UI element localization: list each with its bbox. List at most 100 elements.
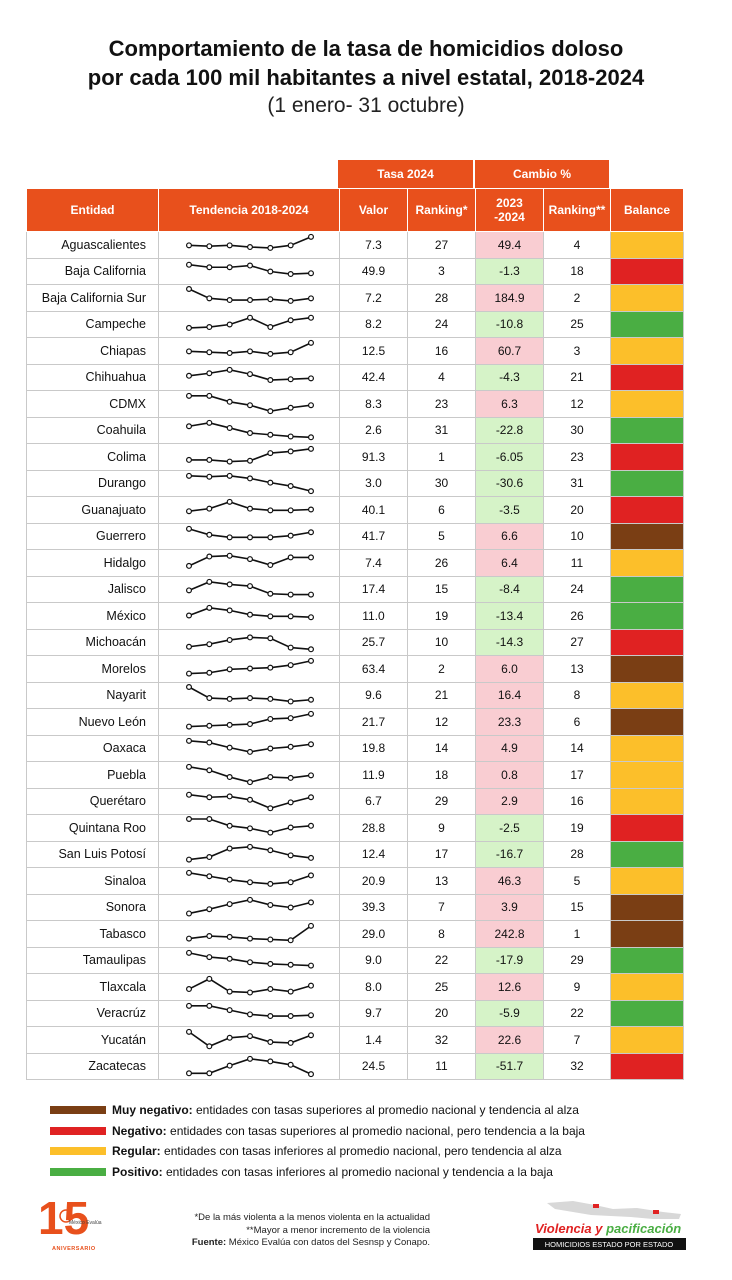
sparkline-point: [206, 393, 213, 400]
logo-title: Violencia y pacificación: [535, 1221, 681, 1236]
cell-balance: [610, 522, 684, 550]
cell-entidad: Aguascalientes: [26, 231, 159, 259]
cell-ranking2: 24: [543, 575, 611, 603]
sparkline-point: [186, 422, 193, 430]
sparkline-point: [287, 961, 294, 968]
sparkline-point: [287, 1040, 294, 1047]
cell-entidad: Morelos: [26, 655, 159, 683]
sparkline-point: [206, 976, 213, 983]
table-row: Puebla 11.9 18 0.8 17: [26, 761, 684, 789]
table-row: CDMX 8.3 23 6.3 12: [26, 390, 684, 418]
title-line-1: Comportamiento de la tasa de homicidios …: [108, 36, 624, 61]
sparkline-point: [226, 793, 233, 800]
sparkline-point: [287, 482, 294, 489]
sparkline: [186, 791, 315, 812]
sparkline-point: [206, 723, 213, 730]
cell-balance: [610, 628, 684, 656]
cell-valor: 9.7: [339, 999, 408, 1027]
cell-valor: 12.4: [339, 840, 408, 868]
cell-entidad: Guerrero: [26, 522, 159, 550]
cell-ranking2: 22: [543, 999, 611, 1027]
sparkline-point: [186, 791, 193, 798]
sparkline-point: [308, 434, 315, 441]
sparkline-point: [308, 506, 315, 513]
sparkline-point: [226, 934, 233, 941]
sparkline: [186, 366, 315, 383]
cell-ranking2: 27: [543, 628, 611, 656]
legend-label: Muy negativo:: [112, 1103, 193, 1117]
sparkline: [186, 552, 315, 570]
cell-valor: 40.1: [339, 496, 408, 524]
cell-entidad: Hidalgo: [26, 549, 159, 577]
col-header-tendencia: Tendencia 2018-2024: [158, 188, 340, 232]
map-silhouette-icon: [547, 1201, 681, 1219]
legend-description: entidades con tasas superiores al promed…: [166, 1123, 585, 1138]
sparkline-point: [287, 270, 294, 277]
cell-entidad: Sinaloa: [26, 867, 159, 895]
cell-ranking: 4: [407, 363, 476, 391]
cell-balance: [610, 469, 684, 497]
cell-cambio: -51.7: [475, 1052, 544, 1080]
cell-ranking: 10: [407, 628, 476, 656]
sparkline-point: [226, 1035, 233, 1042]
footnote-2: **Mayor a menor incremento de la violenc…: [246, 1224, 430, 1236]
sparkline-point: [308, 340, 315, 347]
cell-valor: 11.9: [339, 761, 408, 789]
logo-title-b: pacificación: [605, 1221, 681, 1236]
cell-ranking2: 21: [543, 363, 611, 391]
sparkline: [186, 1002, 315, 1019]
sparkline-point: [267, 450, 274, 457]
cell-cambio: 12.6: [475, 973, 544, 1001]
sparkline-point: [267, 774, 274, 781]
sparkline-point: [226, 242, 233, 249]
sparkline-point: [186, 910, 193, 917]
sparkline: [186, 634, 315, 653]
sparkline-point: [246, 896, 253, 903]
sparkline: [186, 843, 315, 863]
cell-balance: [610, 231, 684, 259]
cell-balance: [610, 416, 684, 444]
sparkline-point: [308, 793, 315, 801]
table-row: Oaxaca 19.8 14 4.9 14: [26, 734, 684, 762]
sparkline-point: [186, 643, 193, 650]
sparkline: [186, 314, 315, 331]
legend-label: Regular:: [112, 1144, 161, 1158]
sparkline-point: [206, 323, 213, 330]
sparkline: [186, 658, 315, 677]
cell-ranking2: 15: [543, 893, 611, 921]
legend-text: Negativo: entidades con tasas superiores…: [112, 1122, 585, 1140]
sparkline-point: [206, 1043, 213, 1050]
cell-balance: [610, 363, 684, 391]
sparkline-point: [186, 856, 193, 863]
sparkline-point: [186, 935, 193, 942]
cell-balance: [610, 1026, 684, 1054]
table-row: Zacatecas 24.5 11 -51.7 32: [26, 1052, 684, 1080]
sparkline-point: [308, 711, 315, 718]
cell-valor: 17.4: [339, 575, 408, 603]
cell-ranking2: 10: [543, 522, 611, 550]
table-row: Durango 3.0 30 -30.6 31: [26, 469, 684, 497]
table-row: Coahuila 2.6 31 -22.8 30: [26, 416, 684, 444]
cell-ranking: 31: [407, 416, 476, 444]
sparkline-point: [206, 243, 213, 250]
sparkline-point: [186, 870, 193, 877]
cell-ranking: 2: [407, 655, 476, 683]
sparkline: [186, 499, 315, 515]
cell-ranking2: 5: [543, 867, 611, 895]
sparkline-point: [246, 1055, 253, 1062]
cell-ranking2: 26: [543, 602, 611, 630]
logo-number: 15: [38, 1192, 89, 1244]
sparkline-point: [267, 479, 274, 486]
sparkline-point: [226, 636, 233, 643]
cell-valor: 12.5: [339, 337, 408, 365]
sparkline-point: [226, 900, 233, 907]
logo-sub-bar: [533, 1238, 686, 1250]
cell-balance: [610, 840, 684, 868]
cell-tendencia: [158, 443, 340, 471]
col-header-ranking: Ranking*: [407, 188, 476, 232]
cell-ranking2: 16: [543, 787, 611, 815]
cell-tendencia: [158, 893, 340, 921]
sparkline-point: [206, 793, 213, 801]
sparkline-point: [308, 772, 315, 779]
cell-ranking: 29: [407, 787, 476, 815]
